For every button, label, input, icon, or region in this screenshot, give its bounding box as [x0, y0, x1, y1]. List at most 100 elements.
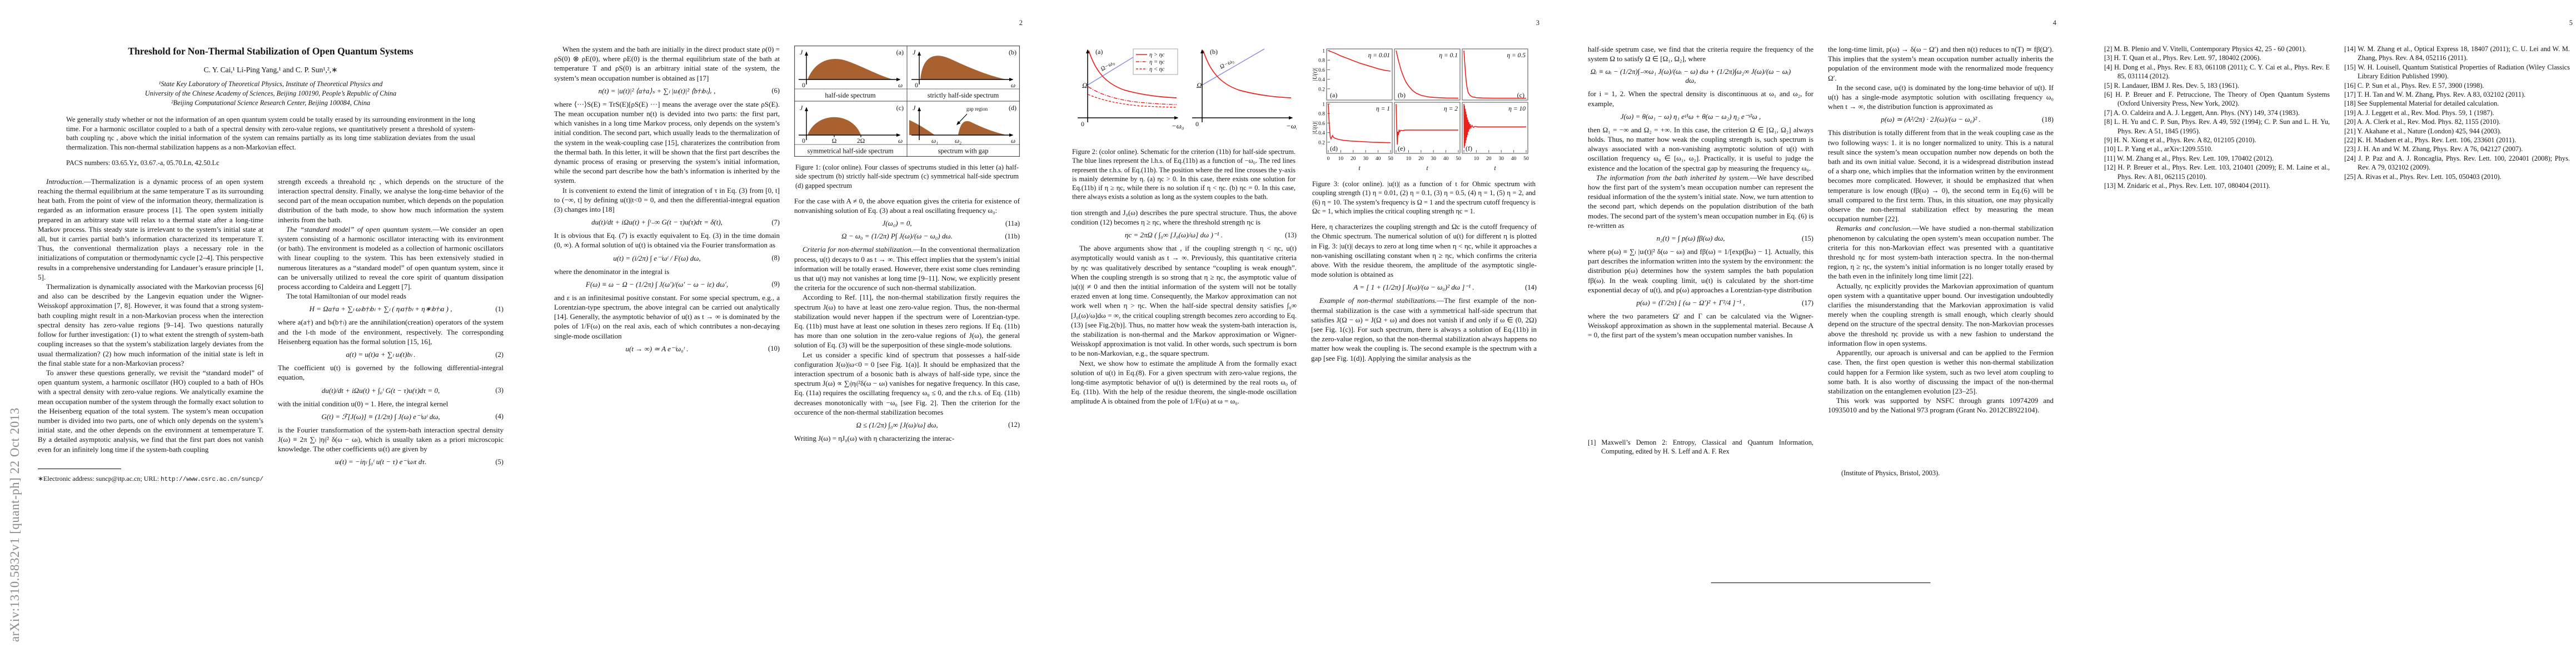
equation-number: (4)	[495, 412, 504, 421]
paragraph: tion strength and J₀(ω) describes the pu…	[1071, 208, 1297, 226]
equation-number: (9)	[771, 280, 780, 288]
paragraph: In the second case, uₗ(t) is dominated b…	[1828, 83, 2054, 111]
fig1-tick-w2: ω₂	[955, 138, 961, 145]
paragraph: The “standard model” of open quantum sys…	[278, 225, 504, 291]
fig3-xlabel: t	[1426, 164, 1428, 172]
page-1: Threshold for Non-Thermal Stabilization …	[32, 14, 510, 655]
fig2-xlabel: −ω₀	[1172, 122, 1184, 130]
reference-item: [24] J. P. Paz and A. J. Roncaglia, Phys…	[2344, 154, 2570, 172]
affiliation-line: University of the Chinese Academy of Sci…	[145, 89, 397, 97]
paragraph: When the system and the bath are initial…	[554, 45, 780, 82]
fig1-band-c: symmetrical half-side spectrum	[807, 147, 893, 155]
equation-body: p(ω) = (Γ/2π) [ (ω − Ω′)² + Γ²/4 ]⁻¹ ,	[1636, 298, 1745, 307]
footnote-url: http://www.csrc.ac.cn/suncp/	[161, 476, 263, 483]
paragraph: Introduction.—Thermalization is a dynami…	[38, 177, 263, 281]
paragraph: where ⟨···⟩S(E) = TrS(E)[ρS(E) ···] mean…	[554, 99, 780, 185]
page-4-columns: half-side spetrum case, we find that the…	[1582, 14, 2060, 477]
fig3-eta-label: η = 2	[1444, 106, 1458, 112]
fig1-tick-2omega: 2Ω	[857, 138, 865, 145]
paper-title: Threshold for Non-Thermal Stabilization …	[128, 46, 413, 57]
fig2-legend-entry: η > ηc	[1149, 52, 1165, 58]
fig3-ylabel: |U(t)|	[1312, 68, 1318, 81]
paragraph: Next, we show how to estimate the amplit…	[1071, 359, 1297, 406]
equation-body: J(ω) = θ(ω₁ − ω) η₁ eᵞ¹ω + θ(ω − ω₂) η₂ …	[1620, 112, 1761, 121]
equation-body: J(ω₀) = 0,	[882, 219, 912, 228]
column-right: [14] W. M. Zhang et al., Optical Express…	[2344, 44, 2570, 181]
fig2-legend: η > ηc η = ηc η < ηc	[1133, 48, 1178, 75]
fig3-xtick-label: 10	[1474, 156, 1479, 162]
paragraph: Actually, ηc explicitly provides the Mar…	[1828, 281, 2054, 347]
fig3-xtick-label: 10	[1338, 156, 1344, 162]
reference-item: [12] H. P. Breuer et al., Phys. Rev. Let…	[2104, 163, 2330, 181]
reference-item: [7] A. O. Caldeira and A. J. Leggett, An…	[2104, 108, 2300, 117]
fig3-xlabel: t	[1494, 164, 1496, 172]
fig1-letter-c: (c)	[896, 104, 904, 112]
figure-caption: Figure 1: (color online). Four classes o…	[795, 163, 1019, 190]
fig3-ytick-label: 1	[1322, 102, 1325, 108]
fig1-j-label: J	[800, 48, 803, 56]
fig3-xtick-label: 20	[1486, 156, 1492, 162]
equation-number: (5)	[495, 457, 504, 466]
equation-number: (17)	[1802, 298, 1813, 307]
fig3-panel-letter: (b)	[1398, 91, 1406, 99]
paragraph: where p(ω) ≡ ∑ₗ |uₗ(t)|² δ(ω − ωₗ) and f…	[1588, 247, 1813, 294]
paper-abstract: We generally study whether or not the in…	[66, 115, 475, 152]
fig3-panel-frame	[1394, 48, 1461, 101]
equation: du(t)/dt + iΩu(t) + ∫₀ᵗ G(t − τ)u(τ)dτ =…	[278, 386, 504, 395]
paragraph: with the initial condition u(0) = 1. Her…	[278, 399, 449, 408]
reference-item: [25] A. Rivas et al., Phys. Rev. Lett. 1…	[2344, 172, 2502, 181]
fig2-xlabel: −ω₀	[1286, 122, 1297, 130]
fig1-j-label: J	[800, 104, 803, 112]
equation: J(ω₀) = 0, (11a)	[794, 219, 1020, 228]
equation-number: (7)	[771, 218, 780, 226]
equation-number: (8)	[771, 254, 780, 262]
fig3-panel-letter: (e)	[1398, 145, 1405, 152]
reference-item: [22] K. H. Madsen et al., Phys. Rev. Let…	[2344, 136, 2517, 145]
fig1-zero: 0	[802, 82, 805, 89]
fig1-tick-w1: ω₁	[931, 138, 938, 145]
paragraph: where the denominator in the integral is	[554, 267, 670, 276]
figure2-svg: (a) Ω 0 −ω₀ Ω−ω₀ η > ηc η = ηc η < ηc	[1078, 48, 1298, 130]
fig1-zero: 0	[802, 138, 805, 145]
fig2-zero: 0	[1081, 120, 1084, 128]
equation-body: n(t) = |u(t)|² ⟨a†a⟩ₛ + ∑ₗ |uₗ(t)|² ⟨b†ₗ…	[598, 86, 716, 95]
column-right: the long-time limit, p(ω) → δ(ω − Ω′) an…	[1828, 44, 2054, 477]
fig1-panel-a: J (a) 0 ω	[799, 48, 904, 89]
fig3-panel-frame	[1394, 102, 1461, 154]
fig3-panel-frame	[1326, 102, 1393, 154]
fig3-ytick-label: 0.8	[1318, 112, 1325, 117]
paragraph: Example of non-thermal stabilizations.—T…	[1311, 296, 1537, 362]
fig3-xtick-label: 40	[1443, 156, 1449, 162]
equation-body: Ωᵢ ≡ ωᵢ − (1/2π)∫₋∞ω₁ J(ω)/(ωᵢ − ω) dω +…	[1590, 67, 1791, 85]
column-right: J (a) 0 ω J (b) 0 ω J (c)	[794, 44, 1020, 443]
equation: Ω − ω₀ = (1/2π) P∫ J(ω)/(ω − ω₀) dω. (11b…	[794, 232, 1020, 241]
reference-item: [19] A. J. Leggett et al., Rev. Mod. Phy…	[2344, 108, 2494, 117]
fig1-letter-b: (b)	[1009, 48, 1017, 56]
page-3-columns: (a) Ω 0 −ω₀ Ω−ω₀ η > ηc η = ηc η < ηc	[1065, 14, 1543, 406]
reference-item: [3] H. T. Quan et al., Phys. Rev. Lett. …	[2104, 54, 2261, 62]
fig1-j-label: J	[913, 104, 916, 112]
fig1-gap-region-label: gap region	[966, 106, 988, 112]
fig3-eta-label: η = 1	[1376, 106, 1390, 112]
equation: uₗ(t) = −iηₗ ∫₀ᵗ u(t − τ) e⁻ⁱωₗτ dτ. (5)	[278, 457, 504, 466]
fig3-xtick-label: 30	[1363, 156, 1368, 162]
equation: H = Ωa†a + ∑ₗ ωₗb†ₗbₗ + ∑ₗ ( ηₗa†bₗ + η∗…	[278, 305, 504, 313]
paragraph: Apparentlly, our aproach is universal an…	[1828, 349, 2054, 395]
equation-body: u(t) = (i/2π) ∫ e⁻ⁱωᵗ / F(ω) dω,	[613, 253, 701, 262]
equation-body: n₂(t) = ∫ p(ω) fβ(ω) dω,	[1656, 234, 1725, 243]
figure-2: (a) Ω 0 −ω₀ Ω−ω₀ η > ηc η = ηc η < ηc	[1071, 46, 1298, 144]
equation-body: du(t)/dt + iΩu(t) + ∫₀ᵗ G(t − τ)u(τ)dτ =…	[321, 386, 440, 395]
fig3-ylabel: |U(t)|	[1312, 121, 1318, 135]
reference-item: [18] See Supplemental Material for detai…	[2344, 99, 2499, 108]
reference-item: [17] T. H. Tan and W. M. Zhang, Phys. Re…	[2344, 91, 2526, 99]
page-2-columns: When the system and the bath are initial…	[548, 14, 1026, 443]
fig2-zero: 0	[1195, 120, 1199, 128]
fig2-panel-a: (a) Ω 0 −ω₀ Ω−ω₀ η > ηc η = ηc η < ηc	[1078, 48, 1184, 130]
paragraph: This work was supported by NSFC through …	[1828, 396, 2054, 415]
fig1-spectrum-a	[808, 59, 893, 79]
fig3-ytick-label: 0.6	[1318, 68, 1325, 73]
reference-item: [11] W. M. Zhang et al., Phys. Rev. Lett…	[2104, 154, 2274, 162]
paragraph: then Ω₁ = −∞ and Ω₂ = +∞. In this case, …	[1588, 125, 1813, 172]
equation-body: F(ω) ≡ ω − Ω − (1/2π) ∫ J(ω′)/(ω′ − ω − …	[585, 280, 729, 288]
fig3-xtick-label: 50	[1456, 156, 1461, 162]
